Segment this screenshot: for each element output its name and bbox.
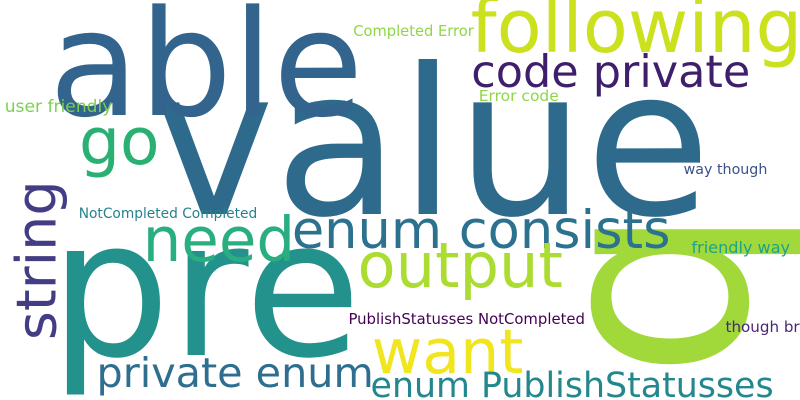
word-friendly-way: friendly way — [691, 237, 791, 257]
word-notcompleted-completed: NotCompleted Completed — [78, 206, 258, 223]
word-need: need — [142, 204, 296, 276]
word-completed-error: Completed Error — [353, 23, 474, 41]
word-enum-publishstatusses: enum PublishStatusses — [370, 366, 774, 400]
word-output: output — [357, 228, 563, 302]
word-pre: pre — [49, 177, 362, 400]
word-way-though: way though — [683, 161, 768, 178]
word-code-private: code private — [471, 46, 751, 99]
word-error-code: Error code — [478, 86, 559, 105]
word-string: string — [4, 180, 70, 341]
word-though-br: though br — [725, 318, 800, 337]
word-following: following — [470, 0, 800, 71]
word-value: value — [153, 25, 711, 263]
word-private-enum: private enum — [96, 349, 374, 398]
word-enum-consists: enum consists — [291, 200, 671, 262]
word-go: go — [78, 104, 160, 180]
word-want: want — [371, 316, 524, 389]
word-publishstatusses-notcompleted: PublishStatusses NotCompleted — [348, 310, 585, 329]
word-user-friendly: user friendly — [4, 97, 113, 118]
word-able: able — [48, 0, 364, 150]
